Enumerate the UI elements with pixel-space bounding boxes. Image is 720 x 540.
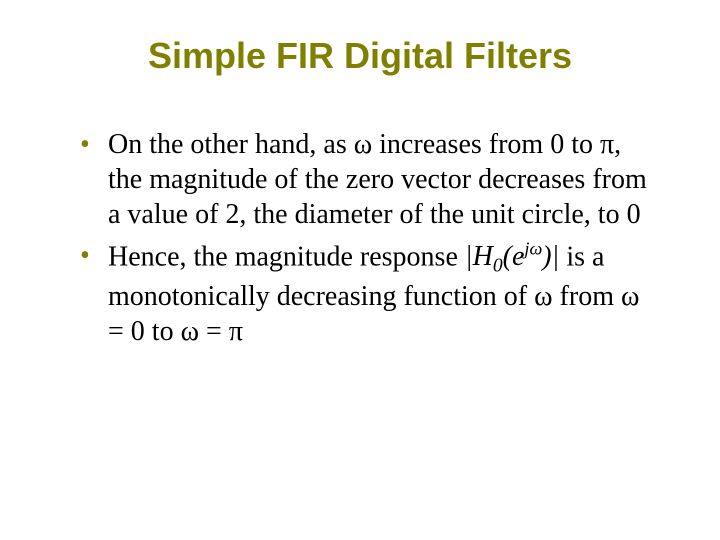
math-H: H [473, 241, 493, 272]
text-run: On the other hand, as [108, 129, 354, 160]
bullet-marker-icon: • [80, 238, 108, 349]
omega-symbol-icon: ω [181, 316, 199, 347]
pi-symbol-icon: π [600, 129, 614, 160]
slide-body: • On the other hand, as ω increases from… [50, 127, 670, 349]
paren-open: ( [503, 241, 512, 272]
bullet-text: Hence, the magnitude response |H0(ejω)| … [108, 238, 650, 349]
math-e: e [512, 241, 524, 272]
math-subscript: 0 [493, 256, 503, 277]
exp-omega: ω [529, 239, 542, 259]
math-superscript: jω [524, 239, 542, 259]
bullet-item: • On the other hand, as ω increases from… [80, 127, 650, 232]
text-run: = [199, 316, 229, 347]
paren-close: ) [542, 241, 551, 272]
abs-open: | [465, 241, 473, 272]
text-run: from [553, 281, 621, 312]
bullet-item: • Hence, the magnitude response |H0(ejω)… [80, 238, 650, 349]
omega-symbol-icon: ω [621, 281, 639, 312]
pi-symbol-icon: π [229, 316, 243, 347]
bullet-text: On the other hand, as ω increases from 0… [108, 127, 650, 232]
slide-title: Simple FIR Digital Filters [50, 35, 670, 77]
text-run: Hence, the magnitude response [108, 241, 465, 272]
math-expression: |H0(ejω)| [465, 241, 559, 272]
text-run: = 0 to [108, 316, 181, 347]
slide: Simple FIR Digital Filters • On the othe… [0, 0, 720, 540]
omega-symbol-icon: ω [354, 129, 372, 160]
text-run: increases from 0 to [372, 129, 600, 160]
bullet-marker-icon: • [80, 127, 108, 232]
omega-symbol-icon: ω [534, 281, 552, 312]
